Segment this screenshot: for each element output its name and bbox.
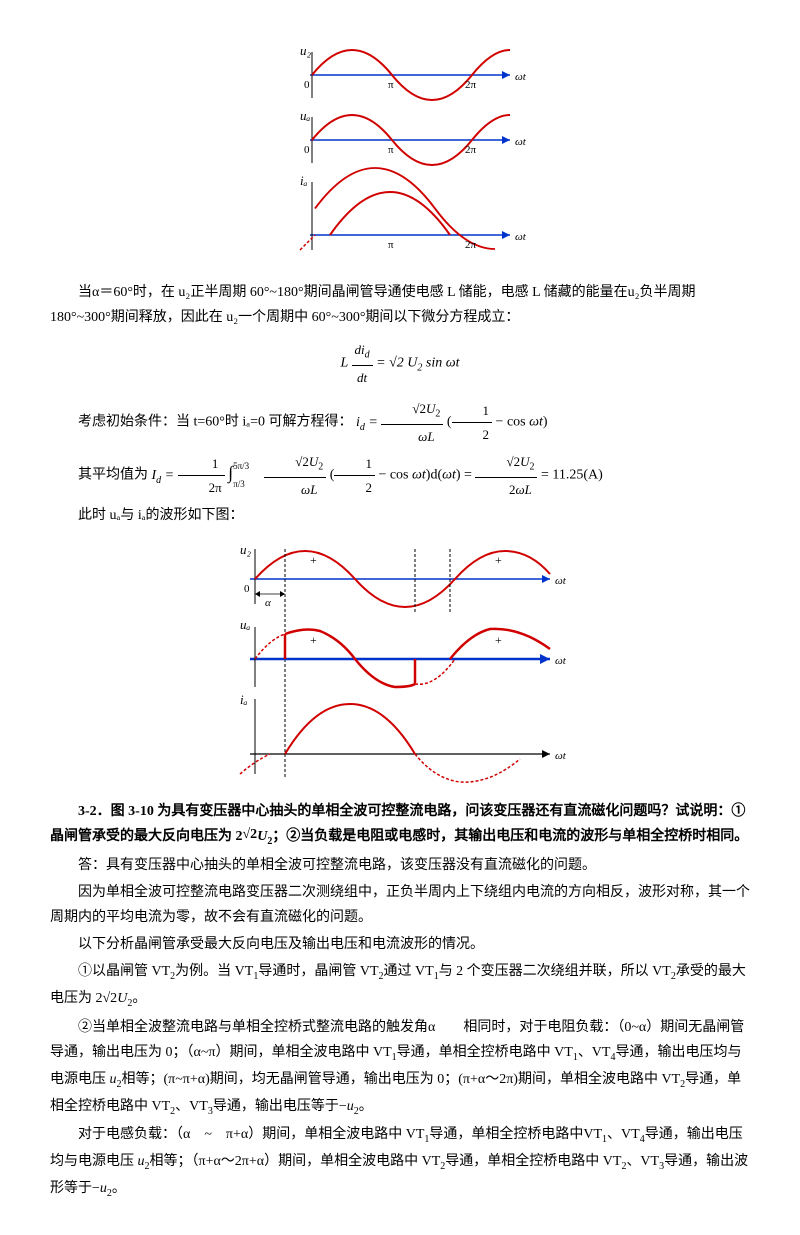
equation-1: L diddt = √2 U2 sin ωt: [50, 338, 750, 389]
a2-text: 因为单相全波可控整流电路变压器二次测绕组中，正负半周内上下绕组内电流的方向相反，…: [50, 885, 750, 925]
arrow2-id: [542, 750, 550, 758]
paragraph-1: 当α＝60°时，在 u₂正半周期 60°~180°期间晶闸管导通使电感 L 储能…: [50, 280, 750, 330]
tick-0-ud: 0: [304, 144, 310, 156]
curve2-ud-dash1: [255, 634, 285, 659]
curve-id-main: [330, 192, 450, 235]
answer-1: 答：具有变压器中心抽头的单相全波可控整流电路，该变压器没有直流磁化的问题。: [50, 853, 750, 878]
label-id: iₐ: [300, 173, 308, 188]
waveform-svg-1: u₂ 0 π 2π ωt uₐ 0 π 2π ωt iₐ π 2π ωt: [270, 40, 530, 270]
answer-4: ①以晶闸管 VT2为例。当 VT1导通时，晶闸管 VT2通过 VT1与 2 个变…: [50, 959, 750, 1013]
label2-ud: uₐ: [240, 617, 251, 632]
a3-text: 以下分析晶闸管承受最大反向电压及输出电压和电流波形的情况。: [78, 937, 484, 952]
answer-5: ②当单相全波整流电路与单相全控桥式整流电路的触发角α 相同时，对于电阻负载：（0…: [50, 1015, 750, 1121]
p4-text: 此时 uₐ与 iₐ的波形如下图：: [78, 508, 244, 523]
label2-id: iₐ: [240, 692, 248, 707]
p2-text: 考虑初始条件：当 t=60°时 iₐ=0 可解方程得：: [78, 415, 353, 430]
label-wt-u2: ωt: [515, 71, 527, 83]
waveform-svg-2: u₂ + + 0 α ωt uₐ + + ωt iₐ: [210, 539, 590, 789]
paragraph-3: 其平均值为 Id = 12π ∫5π/3π/3 √2U2ωL (12 − cos…: [50, 450, 750, 501]
paragraph-2: 考虑初始条件：当 t=60°时 iₐ=0 可解方程得： id = √2U2ωL …: [50, 397, 750, 448]
curve-id-dash: [300, 235, 315, 250]
label-u2: u₂: [300, 43, 312, 58]
answer-2: 因为单相全波可控整流电路变压器二次测绕组中，正负半周内上下绕组内电流的方向相反，…: [50, 880, 750, 930]
plus1-ud: +: [310, 633, 317, 647]
arrow2-u2: [542, 575, 550, 583]
alpha-arr-r: [280, 591, 285, 597]
waveform-set-1: u₂ 0 π 2π ωt uₐ 0 π 2π ωt iₐ π 2π ωt: [50, 40, 750, 270]
label2-wt-id: ωt: [555, 750, 567, 762]
arrow-u2: [502, 71, 510, 79]
arrow2-ud: [540, 654, 550, 664]
label2-wt-ud: ωt: [555, 655, 567, 667]
tick-2pi-id: 2π: [465, 239, 477, 251]
arrow-ud: [502, 136, 510, 144]
label-ud: uₐ: [300, 108, 311, 123]
waveform-set-2: u₂ + + 0 α ωt uₐ + + ωt iₐ: [50, 539, 750, 789]
answer-3: 以下分析晶闸管承受最大反向电压及输出电压和电流波形的情况。: [50, 932, 750, 957]
plus2-u2: +: [495, 553, 502, 567]
label2-u2: u₂: [240, 542, 252, 557]
alpha-arr-l: [255, 591, 260, 597]
label-wt-id: ωt: [515, 231, 527, 243]
tick-pi-id: π: [388, 239, 394, 251]
p1-text: 当α＝60°时，在 u₂正半周期 60°~180°期间晶闸管导通使电感 L 储能…: [50, 285, 696, 325]
paragraph-4: 此时 uₐ与 iₐ的波形如下图：: [50, 503, 750, 528]
plus1-u2: +: [310, 553, 317, 567]
curve2-ud-dash2: [415, 659, 455, 684]
tick-0-u2: 0: [304, 79, 310, 91]
label2-wt-u2: ωt: [555, 575, 567, 587]
p3-text: 其平均值为: [78, 468, 148, 483]
curve-id-1: [315, 168, 495, 249]
tick-pi-ud: π: [388, 144, 394, 156]
tick-2pi-u2: 2π: [465, 79, 477, 91]
plus2-ud: +: [495, 633, 502, 647]
arrow-id: [502, 231, 510, 239]
answer-6: 对于电感负载：（α ~ π+α）期间，单相全波电路中 VT1导通，单相全控桥电路…: [50, 1122, 750, 1202]
a1-text: 答：具有变压器中心抽头的单相全波可控整流电路，该变压器没有直流磁化的问题。: [78, 858, 596, 873]
curve2-id-dash2: [415, 754, 520, 782]
label-wt-ud: ωt: [515, 136, 527, 148]
tick-pi-u2: π: [388, 79, 394, 91]
tick-2pi-ud: 2π: [465, 144, 477, 156]
question-title: 3-2．图 3-10 为具有变压器中心抽头的单相全波可控整流电路，问该变压器还有…: [50, 799, 750, 851]
alpha-label: α: [265, 597, 271, 609]
tick2-0-u2: 0: [244, 583, 250, 595]
curve2-id-main: [285, 704, 415, 754]
